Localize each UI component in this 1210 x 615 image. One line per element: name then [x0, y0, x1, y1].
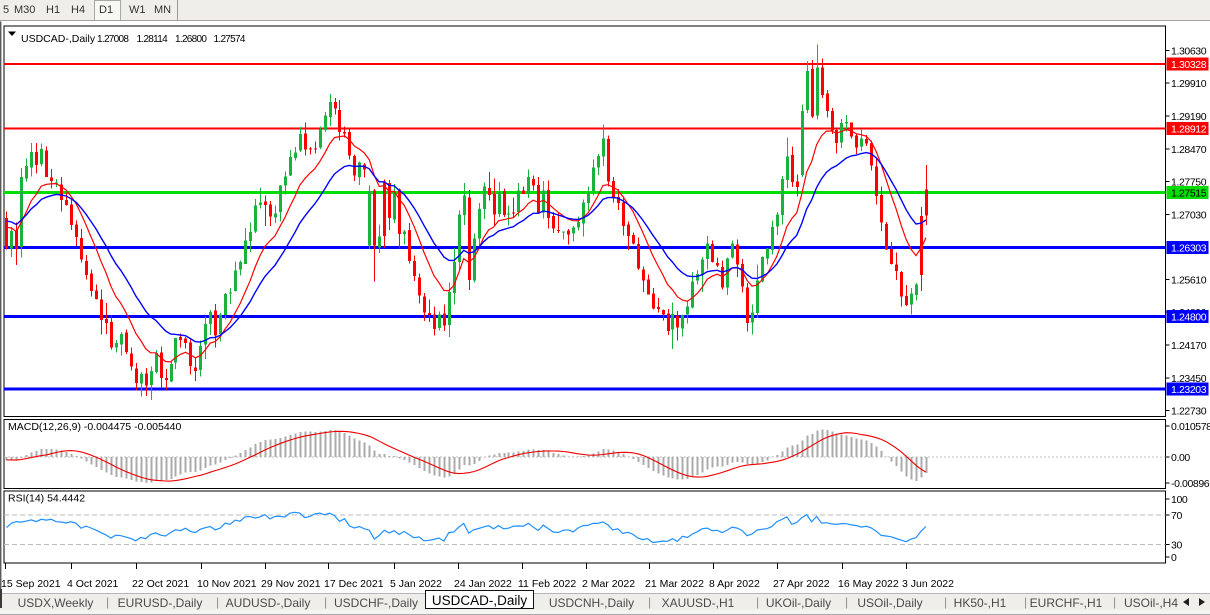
svg-text:8 Apr 2022: 8 Apr 2022 [709, 578, 760, 590]
svg-text:1.25610: 1.25610 [1171, 274, 1207, 286]
svg-text:1.23203: 1.23203 [1171, 384, 1207, 396]
svg-text:1.28912: 1.28912 [1171, 124, 1207, 136]
svg-text:1.26800: 1.26800 [175, 34, 207, 45]
svg-text:RSI(14) 54.4442: RSI(14) 54.4442 [8, 493, 85, 505]
svg-text:30: 30 [1171, 540, 1182, 552]
svg-text:1.27008: 1.27008 [97, 34, 129, 45]
svg-text:1.29910: 1.29910 [1171, 78, 1207, 90]
svg-text:1.22730: 1.22730 [1171, 406, 1207, 418]
svg-text:0.00: 0.00 [1171, 452, 1190, 464]
svg-text:0: 0 [1171, 552, 1177, 564]
svg-text:1.23450: 1.23450 [1171, 373, 1207, 385]
svg-text:0.010578: 0.010578 [1171, 421, 1210, 433]
svg-text:USDCAD-,Daily: USDCAD-,Daily [21, 33, 96, 45]
svg-text:16 May 2022: 16 May 2022 [838, 578, 899, 590]
svg-text:3 Jun 2022: 3 Jun 2022 [902, 578, 954, 590]
svg-text:1.26303: 1.26303 [1171, 243, 1207, 255]
svg-text:21 Mar 2022: 21 Mar 2022 [645, 578, 704, 590]
svg-text:17 Dec 2021: 17 Dec 2021 [324, 578, 384, 590]
svg-text:1.30630: 1.30630 [1171, 45, 1207, 57]
svg-text:10 Nov 2021: 10 Nov 2021 [197, 578, 257, 590]
svg-text:24 Jan 2022: 24 Jan 2022 [454, 578, 512, 590]
svg-text:MACD(12,26,9) -0.004475 -0.005: MACD(12,26,9) -0.004475 -0.005440 [8, 421, 182, 433]
svg-text:100: 100 [1171, 494, 1188, 506]
svg-text:5 Jan 2022: 5 Jan 2022 [390, 578, 442, 590]
svg-text:1.24800: 1.24800 [1171, 311, 1207, 323]
svg-text:1.27030: 1.27030 [1171, 210, 1207, 222]
svg-text:1.30328: 1.30328 [1171, 59, 1207, 71]
svg-text:1.29190: 1.29190 [1171, 111, 1207, 123]
svg-text:1.27515: 1.27515 [1171, 187, 1207, 199]
svg-text:2 Mar 2022: 2 Mar 2022 [582, 578, 635, 590]
svg-text:15 Sep 2021: 15 Sep 2021 [1, 578, 61, 590]
svg-text:1.28470: 1.28470 [1171, 144, 1207, 156]
svg-text:-0.00896: -0.00896 [1171, 478, 1210, 490]
svg-text:27 Apr 2022: 27 Apr 2022 [773, 578, 830, 590]
svg-text:29 Nov 2021: 29 Nov 2021 [261, 578, 321, 590]
svg-text:70: 70 [1171, 510, 1182, 522]
svg-text:1.24170: 1.24170 [1171, 340, 1207, 352]
svg-text:11 Feb 2022: 11 Feb 2022 [518, 578, 576, 590]
svg-text:22 Oct 2021: 22 Oct 2021 [132, 578, 189, 590]
svg-text:4 Oct 2021: 4 Oct 2021 [67, 578, 119, 590]
svg-text:1.28114: 1.28114 [137, 34, 169, 45]
svg-text:1.27750: 1.27750 [1171, 177, 1207, 189]
svg-text:1.27574: 1.27574 [214, 34, 246, 45]
